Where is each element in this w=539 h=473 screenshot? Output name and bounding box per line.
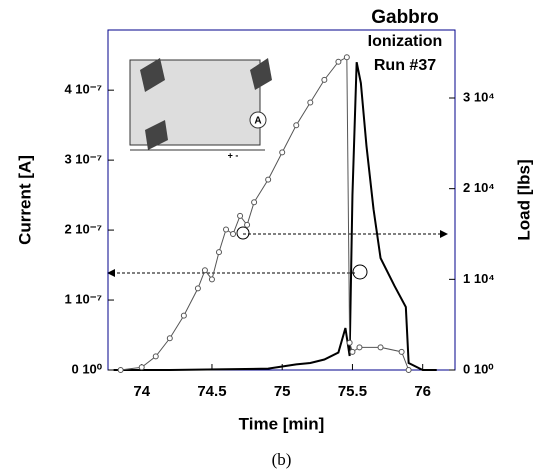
load-marker (152, 353, 159, 360)
y-tick-label: 3 10⁻⁷ (64, 152, 102, 167)
load-marker (201, 267, 208, 274)
plot-frame (107, 29, 456, 371)
y-tick-label: 1 10⁻⁷ (64, 291, 102, 306)
load-marker (208, 276, 215, 283)
x-tick-label: 74 (133, 383, 150, 400)
x-tick-label: 76 (414, 383, 431, 400)
load-marker (307, 99, 314, 106)
inset-diagram (129, 58, 272, 151)
load-marker (117, 367, 124, 373)
load-marker (377, 344, 384, 351)
y-axis-label: Current [A] (15, 155, 34, 245)
y2-tick-label: 1 10⁴ (463, 271, 495, 286)
load-marker (230, 231, 237, 237)
load-marker (194, 285, 201, 292)
y2-axis-label: Load [lbs] (514, 159, 533, 240)
x-tick-label: 75 (274, 383, 291, 400)
load-marker (398, 348, 405, 355)
arrows (107, 226, 448, 280)
title-line: Gabbro (371, 7, 439, 28)
y2-tick-label: 3 10⁴ (463, 89, 495, 104)
x-axis-label: Time [min] (239, 414, 325, 433)
load-marker (343, 54, 350, 61)
load-marker (237, 212, 244, 219)
x-tick-label: 75.5 (338, 383, 367, 400)
load-marker (405, 367, 412, 373)
y2-tick-label: 2 10⁴ (463, 180, 495, 195)
load-marker (223, 226, 230, 233)
load-marker (293, 122, 300, 129)
x-tick-label: 74.5 (197, 383, 226, 400)
title-line: Ionization (368, 33, 443, 50)
polarity-label: + - (228, 150, 239, 160)
load-marker (346, 339, 353, 346)
load-marker (356, 344, 363, 351)
meter-label: A (254, 116, 261, 127)
y-tick-label: 4 10⁻⁷ (64, 82, 102, 97)
y2-tick-label: 0 10⁰ (463, 361, 494, 376)
y-tick-label: 2 10⁻⁷ (64, 222, 102, 237)
load-marker (215, 249, 222, 256)
caption: (b) (272, 450, 292, 469)
title-line: Run #37 (374, 57, 436, 74)
load-marker (180, 312, 187, 319)
load-marker (335, 58, 342, 65)
load-marker (265, 176, 272, 183)
series-line (113, 61, 437, 371)
load-marker (166, 335, 173, 342)
load-marker (349, 348, 356, 355)
y-tick-label: 0 10⁰ (71, 361, 102, 376)
load-marker (279, 149, 286, 156)
load-marker (138, 364, 145, 371)
load-marker (251, 199, 258, 206)
load-marker (244, 221, 251, 228)
load-marker (321, 76, 328, 83)
